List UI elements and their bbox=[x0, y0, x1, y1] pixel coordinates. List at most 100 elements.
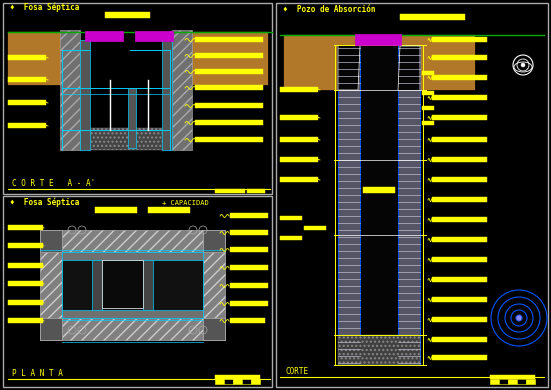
Bar bbox=[432, 297, 487, 302]
Bar bbox=[230, 247, 268, 252]
Bar bbox=[180, 32, 268, 85]
Bar bbox=[432, 355, 487, 360]
Bar bbox=[195, 137, 263, 142]
Bar bbox=[432, 115, 487, 120]
Bar bbox=[148, 207, 190, 213]
Text: + CAPACIDAD: + CAPACIDAD bbox=[162, 200, 209, 206]
Bar bbox=[284, 35, 359, 90]
Bar bbox=[242, 379, 251, 384]
Bar bbox=[432, 317, 487, 322]
Bar bbox=[80, 40, 90, 150]
Text: P L A N T A: P L A N T A bbox=[12, 369, 63, 378]
Bar bbox=[8, 281, 43, 286]
Bar bbox=[85, 31, 123, 41]
Bar bbox=[40, 230, 62, 340]
Bar bbox=[432, 75, 487, 80]
Bar bbox=[135, 31, 173, 41]
Bar bbox=[432, 55, 487, 60]
Bar bbox=[400, 14, 465, 20]
Bar bbox=[62, 252, 203, 318]
Bar bbox=[8, 300, 43, 305]
Bar bbox=[105, 12, 150, 18]
Bar bbox=[338, 45, 360, 365]
Bar bbox=[95, 207, 137, 213]
Bar bbox=[230, 265, 268, 270]
Bar bbox=[247, 189, 265, 193]
Polygon shape bbox=[398, 46, 420, 90]
Bar bbox=[432, 277, 487, 282]
Bar bbox=[40, 230, 62, 252]
Bar bbox=[422, 91, 434, 95]
Bar bbox=[422, 71, 434, 75]
Bar bbox=[432, 237, 487, 242]
Bar bbox=[251, 379, 260, 384]
Text: ♦  Fosa Séptica: ♦ Fosa Séptica bbox=[10, 197, 79, 207]
Bar bbox=[215, 379, 224, 384]
Bar bbox=[40, 318, 62, 340]
Bar bbox=[284, 35, 359, 80]
Bar bbox=[3, 196, 272, 387]
Bar bbox=[398, 45, 420, 365]
Bar bbox=[162, 40, 172, 150]
Bar bbox=[62, 310, 203, 318]
Bar bbox=[280, 137, 318, 142]
Bar bbox=[422, 106, 434, 110]
Bar bbox=[360, 45, 398, 365]
Bar bbox=[490, 379, 499, 384]
Bar bbox=[195, 53, 263, 58]
Bar bbox=[280, 87, 318, 92]
Bar bbox=[8, 32, 70, 85]
Bar bbox=[3, 3, 272, 194]
Bar bbox=[8, 225, 43, 230]
Bar bbox=[280, 177, 318, 182]
Bar bbox=[8, 243, 43, 248]
Text: ♦  Fosa Séptica: ♦ Fosa Séptica bbox=[10, 2, 79, 12]
Bar bbox=[432, 217, 487, 222]
Bar bbox=[432, 257, 487, 262]
Bar bbox=[432, 137, 487, 142]
Bar bbox=[230, 301, 268, 306]
Bar bbox=[526, 379, 535, 384]
Bar bbox=[230, 213, 268, 218]
Bar bbox=[355, 34, 401, 45]
Bar bbox=[280, 216, 302, 220]
Bar bbox=[230, 283, 268, 288]
Bar bbox=[338, 335, 420, 365]
Polygon shape bbox=[338, 46, 360, 90]
Bar bbox=[60, 30, 80, 150]
Bar bbox=[62, 252, 203, 260]
Bar bbox=[215, 189, 245, 193]
Bar bbox=[276, 3, 548, 387]
Bar bbox=[40, 318, 225, 340]
Bar bbox=[8, 77, 46, 82]
Bar bbox=[195, 120, 263, 125]
Bar bbox=[233, 379, 242, 384]
Bar bbox=[172, 30, 192, 150]
Bar bbox=[422, 121, 434, 125]
Circle shape bbox=[521, 63, 525, 67]
Bar bbox=[280, 236, 302, 240]
Bar bbox=[40, 230, 225, 252]
Bar bbox=[195, 103, 263, 108]
Bar bbox=[517, 379, 526, 384]
Bar bbox=[224, 379, 233, 384]
Bar bbox=[432, 197, 487, 202]
Text: ♦  Pozo de Absorción: ♦ Pozo de Absorción bbox=[283, 5, 375, 14]
Bar bbox=[8, 123, 46, 128]
Bar bbox=[195, 69, 263, 74]
Bar bbox=[499, 379, 508, 384]
Bar bbox=[8, 100, 46, 105]
Bar bbox=[8, 55, 46, 60]
Bar bbox=[215, 375, 260, 379]
Bar bbox=[304, 226, 326, 230]
Bar bbox=[280, 115, 318, 120]
Bar bbox=[8, 318, 43, 323]
Bar bbox=[195, 37, 263, 42]
Bar bbox=[143, 260, 153, 310]
Bar bbox=[102, 260, 143, 308]
Bar bbox=[230, 230, 268, 235]
Bar bbox=[432, 337, 487, 342]
Bar bbox=[203, 230, 225, 340]
Bar bbox=[280, 157, 318, 162]
Bar bbox=[432, 177, 487, 182]
